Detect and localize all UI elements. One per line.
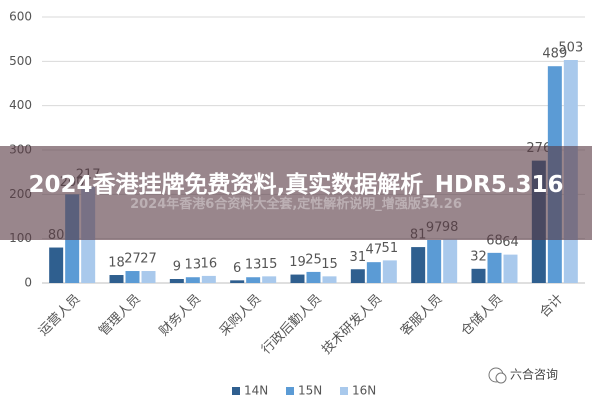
bar — [487, 252, 502, 283]
bar — [169, 279, 184, 283]
bar — [230, 280, 245, 283]
x-tick-label: 合计 — [537, 292, 566, 321]
bar — [427, 239, 442, 283]
bar — [246, 277, 261, 283]
value-label: 489 — [542, 47, 567, 62]
x-tick-label: 采购人员 — [216, 291, 264, 339]
bar — [322, 276, 337, 283]
bar — [366, 262, 381, 283]
y-tick-label: 0 — [24, 276, 32, 290]
value-label: 27 — [140, 252, 157, 267]
watermark-icon — [488, 367, 507, 384]
value-label: 51 — [382, 241, 399, 256]
value-label: 31 — [350, 250, 367, 265]
value-label: 9 — [173, 260, 181, 275]
value-label: 27 — [124, 252, 141, 267]
value-label: 6 — [233, 261, 241, 276]
y-tick-label: 400 — [9, 98, 32, 112]
x-tick-label: 财务人员 — [156, 291, 204, 339]
y-tick-label: 600 — [9, 10, 32, 24]
bar — [262, 276, 277, 283]
x-tick-label: 技术研发人员 — [319, 291, 385, 357]
value-label: 15 — [321, 257, 338, 272]
bar — [201, 275, 216, 283]
legend-swatch — [340, 387, 348, 395]
x-tick-label: 客服人员 — [397, 291, 445, 339]
bar — [290, 274, 305, 283]
x-tick-label: 运营人员 — [36, 292, 83, 339]
value-label: 13 — [185, 258, 202, 273]
bar — [49, 247, 64, 283]
bar — [306, 271, 321, 283]
bar — [443, 239, 458, 283]
value-label: 16 — [201, 256, 218, 271]
value-label: 13 — [245, 258, 262, 273]
banner — [0, 146, 592, 240]
x-tick-label: 管理人员 — [96, 292, 143, 339]
bar — [350, 269, 365, 283]
value-label: 503 — [558, 41, 583, 56]
bar — [471, 268, 486, 283]
legend-swatch — [232, 387, 240, 395]
bar — [185, 277, 200, 283]
legend-label: 14N — [244, 384, 268, 398]
value-label: 47 — [366, 243, 383, 258]
value-label: 32 — [470, 249, 487, 264]
bar — [109, 275, 124, 283]
bar — [382, 260, 397, 283]
legend-label: 15N — [298, 384, 322, 398]
y-tick-label: 500 — [9, 54, 32, 68]
banner-subtitle: 2024年香港6合资料大全套,定性解析说明_增强版34.26 — [130, 197, 462, 212]
value-label: 15 — [261, 257, 278, 272]
banner-title: 2024香港挂牌免费资料,真实数据解析_HDR5.316 — [28, 172, 564, 198]
value-label: 19 — [289, 255, 306, 270]
value-label: 25 — [305, 252, 322, 267]
legend-label: 16N — [352, 384, 376, 398]
x-tick-label: 仓储人员 — [458, 292, 505, 339]
x-tick-label: 行政后勤人员 — [259, 292, 325, 358]
bar — [125, 271, 140, 283]
value-label: 18 — [108, 256, 125, 271]
bar — [503, 254, 518, 283]
bar — [411, 247, 426, 283]
watermark: 六合咨询 — [510, 367, 558, 382]
legend-swatch — [286, 387, 294, 395]
bar — [141, 271, 156, 283]
